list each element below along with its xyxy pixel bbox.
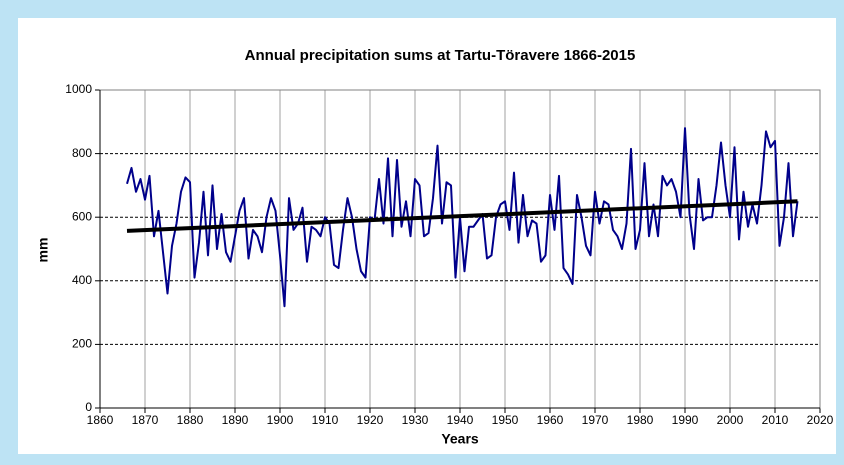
- chart-title: Annual precipitation sums at Tartu-Törav…: [245, 47, 636, 64]
- x-tick-label: 1890: [222, 413, 249, 427]
- x-axis-label: Years: [441, 431, 479, 447]
- x-tick-label: 1990: [672, 413, 699, 427]
- x-tick-label: 1960: [537, 413, 564, 427]
- y-tick-label: 0: [85, 400, 92, 414]
- y-axis-label: mm: [35, 238, 51, 263]
- y-tick-label: 200: [72, 337, 92, 351]
- x-tick-label: 1900: [267, 413, 294, 427]
- x-tick-label: 1870: [132, 413, 159, 427]
- x-tick-label: 1980: [627, 413, 654, 427]
- y-tick-label: 1000: [65, 82, 92, 96]
- x-tick-label: 1920: [357, 413, 384, 427]
- x-tick-label: 1880: [177, 413, 204, 427]
- x-tick-label: 1940: [447, 413, 474, 427]
- y-tick-label: 400: [72, 273, 92, 287]
- chart-panel: [18, 18, 836, 454]
- y-tick-label: 600: [72, 209, 92, 223]
- x-tick-label: 1860: [87, 413, 114, 427]
- data-line: [126, 127, 799, 308]
- trend-line: [126, 199, 798, 233]
- x-tick-label: 2020: [807, 413, 834, 427]
- x-tick-label: 1930: [402, 413, 429, 427]
- y-tick-label: 800: [72, 146, 92, 160]
- x-tick-label: 1910: [312, 413, 339, 427]
- x-tick-label: 2000: [717, 413, 744, 427]
- x-tick-label: 2010: [762, 413, 789, 427]
- x-tick-label: 1950: [492, 413, 519, 427]
- x-tick-label: 1970: [582, 413, 609, 427]
